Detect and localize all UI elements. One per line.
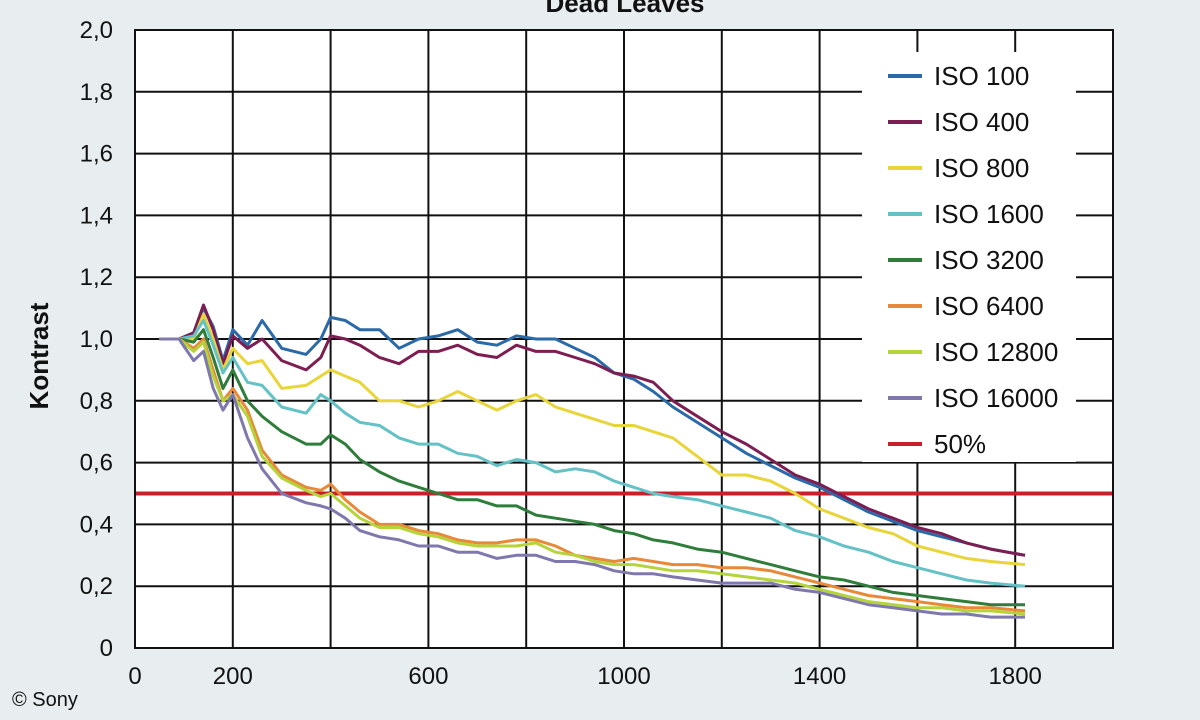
x-tick-label: 600 xyxy=(408,663,448,690)
legend-label: ISO 12800 xyxy=(934,337,1058,367)
x-tick-label: 1800 xyxy=(989,663,1042,690)
legend-label: ISO 6400 xyxy=(934,291,1044,321)
legend-label: ISO 3200 xyxy=(934,245,1044,275)
y-tick-label: 0,4 xyxy=(80,511,113,538)
y-tick-label: 1,2 xyxy=(80,264,113,291)
credit-text: © Sony xyxy=(12,689,78,711)
series-line-iso-100 xyxy=(159,306,1026,557)
x-axis-ticks: 0 200 600 1000 1400 1800 xyxy=(128,663,1042,690)
plot-frame xyxy=(134,29,1114,649)
legend-label: ISO 800 xyxy=(934,153,1029,183)
legend: ISO 100 ISO 400 ISO 800 ISO 1600 ISO 3200 ISO… xyxy=(862,52,1076,462)
y-tick-label: 1,4 xyxy=(80,202,113,229)
series-line-iso-16000 xyxy=(159,337,1025,619)
y-tick-label: 1,8 xyxy=(80,79,113,106)
legend-label: ISO 16000 xyxy=(934,383,1058,413)
series-line-iso-3200 xyxy=(159,328,1025,607)
x-tick-label: 0 xyxy=(128,663,141,690)
series-group xyxy=(159,303,1026,619)
legend-label: ISO 100 xyxy=(934,61,1029,91)
y-tick-label: 0,6 xyxy=(80,450,113,477)
series-line-iso-800 xyxy=(159,312,1026,567)
y-tick-label: 0,8 xyxy=(80,388,113,415)
x-tick-label: 200 xyxy=(213,663,253,690)
y-tick-label: 0 xyxy=(100,635,113,662)
legend-label: ISO 400 xyxy=(934,107,1029,137)
legend-label: ISO 1600 xyxy=(934,199,1044,229)
x-tick-label: 1400 xyxy=(793,663,846,690)
x-tick-label: 1000 xyxy=(597,663,650,690)
series-line-iso-1600 xyxy=(159,319,1026,588)
series-line-iso-6400 xyxy=(159,337,1026,613)
y-tick-label: 1,6 xyxy=(80,141,113,168)
y-axis-ticks: 0 0,2 0,4 0,6 0,8 1,0 1,2 1,4 1,6 1,8 2,0 xyxy=(80,17,113,662)
y-axis-label: Kontrast xyxy=(24,302,54,409)
series-line-iso-400 xyxy=(159,303,1026,557)
chart-title: Dead Leaves xyxy=(546,0,705,18)
y-tick-label: 2,0 xyxy=(80,17,113,44)
legend-label: 50% xyxy=(934,429,986,459)
y-tick-label: 1,0 xyxy=(80,326,113,353)
y-tick-label: 0,2 xyxy=(80,573,113,600)
series-line-iso-12800 xyxy=(159,337,1026,616)
